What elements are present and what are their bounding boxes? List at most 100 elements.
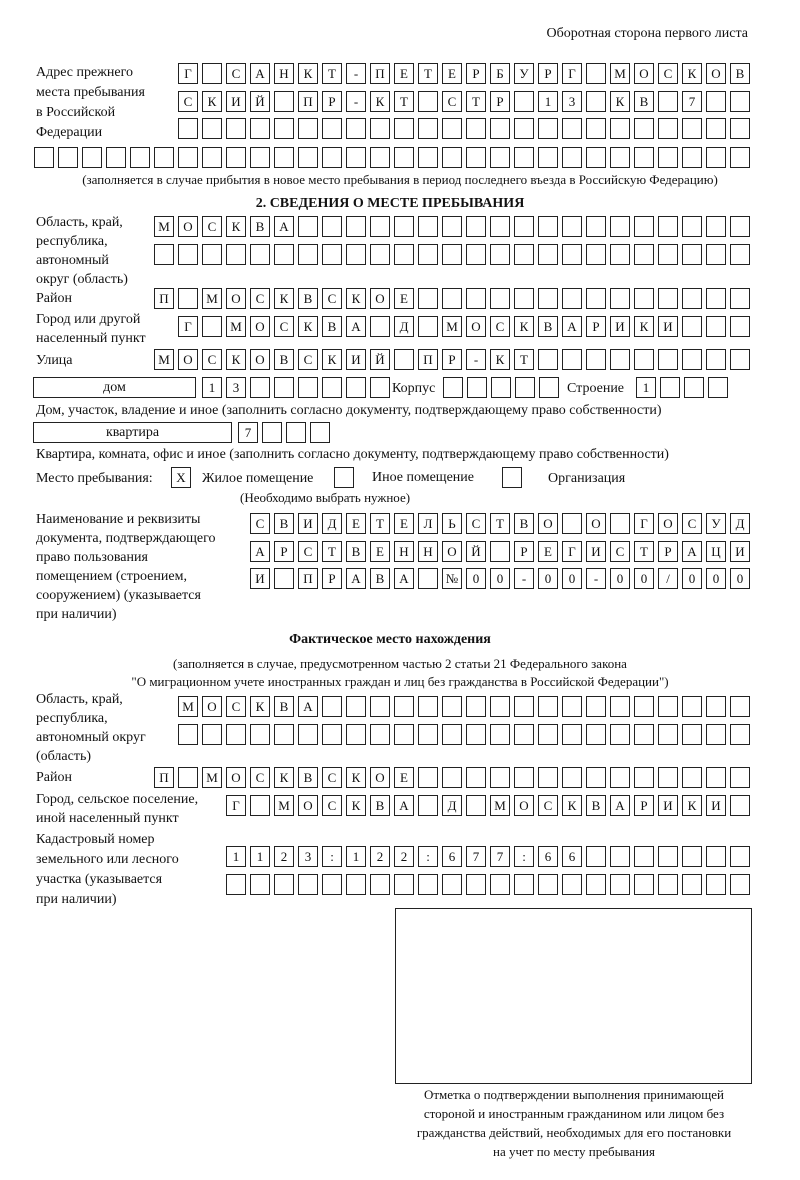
actual-region-row-2[interactable] — [178, 724, 750, 745]
char-cell[interactable]: А — [394, 568, 414, 589]
char-cell[interactable]: Е — [394, 767, 414, 788]
char-cell[interactable] — [178, 767, 198, 788]
char-cell[interactable] — [490, 767, 510, 788]
char-cell[interactable] — [706, 767, 726, 788]
char-cell[interactable] — [346, 216, 366, 237]
char-cell[interactable] — [226, 724, 246, 745]
char-cell[interactable] — [274, 118, 294, 139]
char-cell[interactable] — [682, 316, 702, 337]
char-cell[interactable] — [466, 767, 486, 788]
char-cell[interactable] — [466, 118, 486, 139]
char-cell[interactable] — [442, 147, 462, 168]
char-cell[interactable]: Г — [634, 513, 654, 534]
char-cell[interactable] — [82, 147, 102, 168]
char-cell[interactable] — [274, 874, 294, 895]
char-cell[interactable]: Д — [442, 795, 462, 816]
char-cell[interactable] — [586, 288, 606, 309]
char-cell[interactable] — [730, 767, 750, 788]
char-cell[interactable] — [586, 118, 606, 139]
char-cell[interactable] — [154, 147, 174, 168]
char-cell[interactable] — [250, 147, 270, 168]
char-cell[interactable] — [274, 244, 294, 265]
char-cell[interactable]: О — [226, 767, 246, 788]
char-cell[interactable] — [490, 216, 510, 237]
char-cell[interactable]: Е — [370, 541, 390, 562]
char-cell[interactable] — [538, 696, 558, 717]
building-row[interactable]: 1 — [636, 377, 728, 398]
char-cell[interactable] — [442, 216, 462, 237]
char-cell[interactable] — [658, 216, 678, 237]
char-cell[interactable]: С — [298, 349, 318, 370]
char-cell[interactable] — [250, 244, 270, 265]
char-cell[interactable] — [202, 244, 222, 265]
char-cell[interactable] — [490, 541, 510, 562]
char-cell[interactable] — [706, 874, 726, 895]
stay-checkbox-residential[interactable]: X — [171, 467, 191, 488]
char-cell[interactable] — [443, 377, 463, 398]
char-cell[interactable] — [610, 349, 630, 370]
char-cell[interactable]: Ь — [442, 513, 462, 534]
char-cell[interactable]: О — [442, 541, 462, 562]
char-cell[interactable] — [346, 874, 366, 895]
apartment-number-row[interactable]: 7 — [238, 422, 330, 443]
char-cell[interactable] — [514, 216, 534, 237]
char-cell[interactable]: А — [562, 316, 582, 337]
char-cell[interactable] — [706, 118, 726, 139]
char-cell[interactable] — [466, 244, 486, 265]
char-cell[interactable]: 0 — [490, 568, 510, 589]
char-cell[interactable] — [562, 696, 582, 717]
char-cell[interactable]: И — [610, 316, 630, 337]
char-cell[interactable]: Ц — [706, 541, 726, 562]
char-cell[interactable] — [562, 288, 582, 309]
char-cell[interactable]: 7 — [238, 422, 258, 443]
char-cell[interactable]: Й — [466, 541, 486, 562]
char-cell[interactable] — [706, 244, 726, 265]
char-cell[interactable] — [706, 724, 726, 745]
char-cell[interactable] — [418, 767, 438, 788]
char-cell[interactable]: Й — [250, 91, 270, 112]
prev-address-row-4[interactable] — [34, 147, 750, 168]
char-cell[interactable] — [562, 244, 582, 265]
char-cell[interactable]: С — [178, 91, 198, 112]
char-cell[interactable] — [730, 288, 750, 309]
char-cell[interactable] — [202, 147, 222, 168]
char-cell[interactable]: П — [154, 288, 174, 309]
char-cell[interactable]: 1 — [226, 846, 246, 867]
char-cell[interactable]: К — [250, 696, 270, 717]
char-cell[interactable]: И — [586, 541, 606, 562]
char-cell[interactable] — [682, 767, 702, 788]
char-cell[interactable] — [346, 724, 366, 745]
char-cell[interactable]: А — [610, 795, 630, 816]
char-cell[interactable] — [538, 874, 558, 895]
char-cell[interactable]: В — [274, 696, 294, 717]
char-cell[interactable]: С — [226, 696, 246, 717]
char-cell[interactable] — [514, 696, 534, 717]
char-cell[interactable]: И — [730, 541, 750, 562]
char-cell[interactable] — [370, 377, 390, 398]
char-cell[interactable] — [346, 147, 366, 168]
char-cell[interactable] — [538, 288, 558, 309]
char-cell[interactable] — [442, 767, 462, 788]
char-cell[interactable]: О — [706, 63, 726, 84]
char-cell[interactable] — [634, 288, 654, 309]
char-cell[interactable] — [202, 724, 222, 745]
char-cell[interactable] — [515, 377, 535, 398]
char-cell[interactable]: О — [634, 63, 654, 84]
char-cell[interactable]: Г — [178, 316, 198, 337]
char-cell[interactable] — [394, 216, 414, 237]
char-cell[interactable]: М — [490, 795, 510, 816]
char-cell[interactable] — [730, 118, 750, 139]
char-cell[interactable]: О — [226, 288, 246, 309]
char-cell[interactable]: 2 — [394, 846, 414, 867]
char-cell[interactable] — [298, 147, 318, 168]
char-cell[interactable] — [346, 377, 366, 398]
char-cell[interactable]: О — [178, 349, 198, 370]
char-cell[interactable] — [346, 244, 366, 265]
char-cell[interactable] — [418, 244, 438, 265]
char-cell[interactable]: П — [370, 63, 390, 84]
char-cell[interactable] — [467, 377, 487, 398]
char-cell[interactable] — [130, 147, 150, 168]
char-cell[interactable] — [730, 724, 750, 745]
